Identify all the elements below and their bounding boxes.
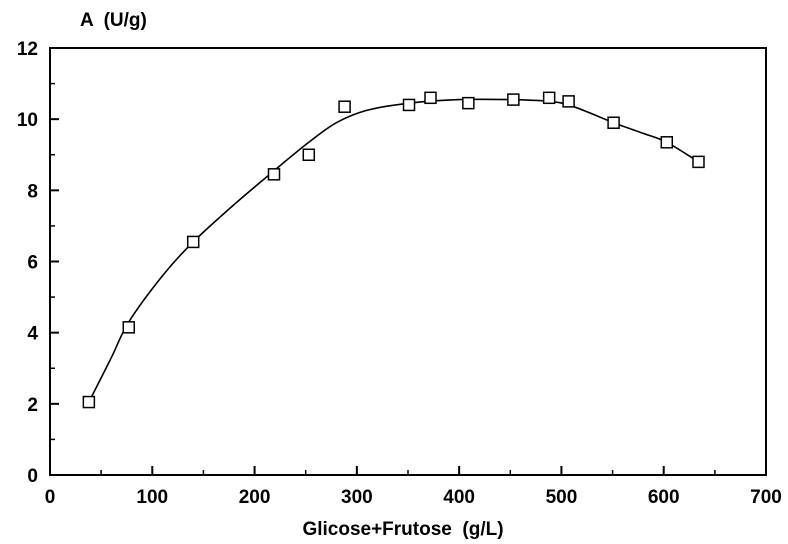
data-point-marker — [660, 136, 674, 149]
x-tick-label: 700 — [750, 487, 782, 508]
data-point-marker — [462, 96, 475, 110]
y-tick-label: 6 — [27, 253, 38, 274]
data-point-marker — [186, 235, 200, 249]
data-point-marker — [424, 91, 437, 105]
y-tick-label: 12 — [17, 39, 38, 60]
fit-curve — [88, 98, 699, 403]
y-tick-label: 4 — [27, 324, 38, 345]
data-point-marker — [302, 148, 316, 161]
y-tick-label: 0 — [27, 466, 38, 487]
data-point-marker — [607, 116, 620, 129]
data-point-marker — [692, 155, 705, 169]
y-tick-label: 8 — [27, 181, 38, 202]
y-tick-label: 10 — [17, 110, 38, 131]
y-axis: 0 2 4 6 8 10 12 — [17, 39, 59, 487]
data-point-marker — [267, 168, 281, 181]
y-tick-label: 2 — [27, 395, 38, 416]
data-points — [82, 91, 705, 409]
x-tick-label: 100 — [136, 487, 168, 508]
y-axis-title: A (U/g) — [80, 10, 147, 31]
data-point-marker — [82, 395, 96, 409]
data-point-marker — [562, 95, 575, 108]
data-point-marker — [542, 91, 556, 105]
x-tick-label: 500 — [546, 487, 578, 508]
data-point-marker — [402, 98, 416, 112]
x-tick-label: 400 — [443, 487, 475, 508]
x-tick-label: 0 — [45, 487, 56, 508]
data-point-marker — [122, 321, 136, 334]
x-tick-label: 300 — [341, 487, 373, 508]
x-tick-label: 200 — [239, 487, 271, 508]
x-tick-label: 600 — [648, 487, 680, 508]
data-point-marker — [338, 100, 351, 113]
data-point-marker — [507, 93, 520, 106]
x-axis: 0 100 200 300 400 500 600 700 — [45, 466, 782, 508]
x-axis-title: Glicose+Frutose (g/L) — [302, 519, 504, 540]
plot-frame — [49, 47, 767, 476]
